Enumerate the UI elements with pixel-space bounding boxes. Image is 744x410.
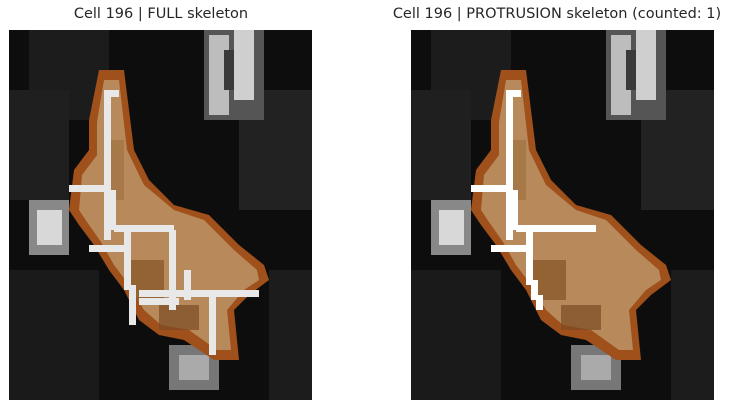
neighbor-cell-top (204, 30, 264, 120)
neighbor-cell-left (29, 200, 69, 255)
panel-title: Cell 196 | FULL skeleton (73, 6, 249, 22)
cell-image-protrusion (411, 30, 714, 400)
cell-image-full (9, 30, 312, 400)
skeleton-protrusion (471, 90, 596, 310)
neighbor-cell-left (431, 200, 471, 255)
micrograph-full (9, 30, 312, 400)
micrograph-protrusion (411, 30, 714, 400)
skeleton-full (69, 90, 259, 355)
panel-title: Cell 196 | PROTRUSION skeleton (counted:… (392, 6, 722, 22)
neighbor-cell-top (606, 30, 666, 120)
